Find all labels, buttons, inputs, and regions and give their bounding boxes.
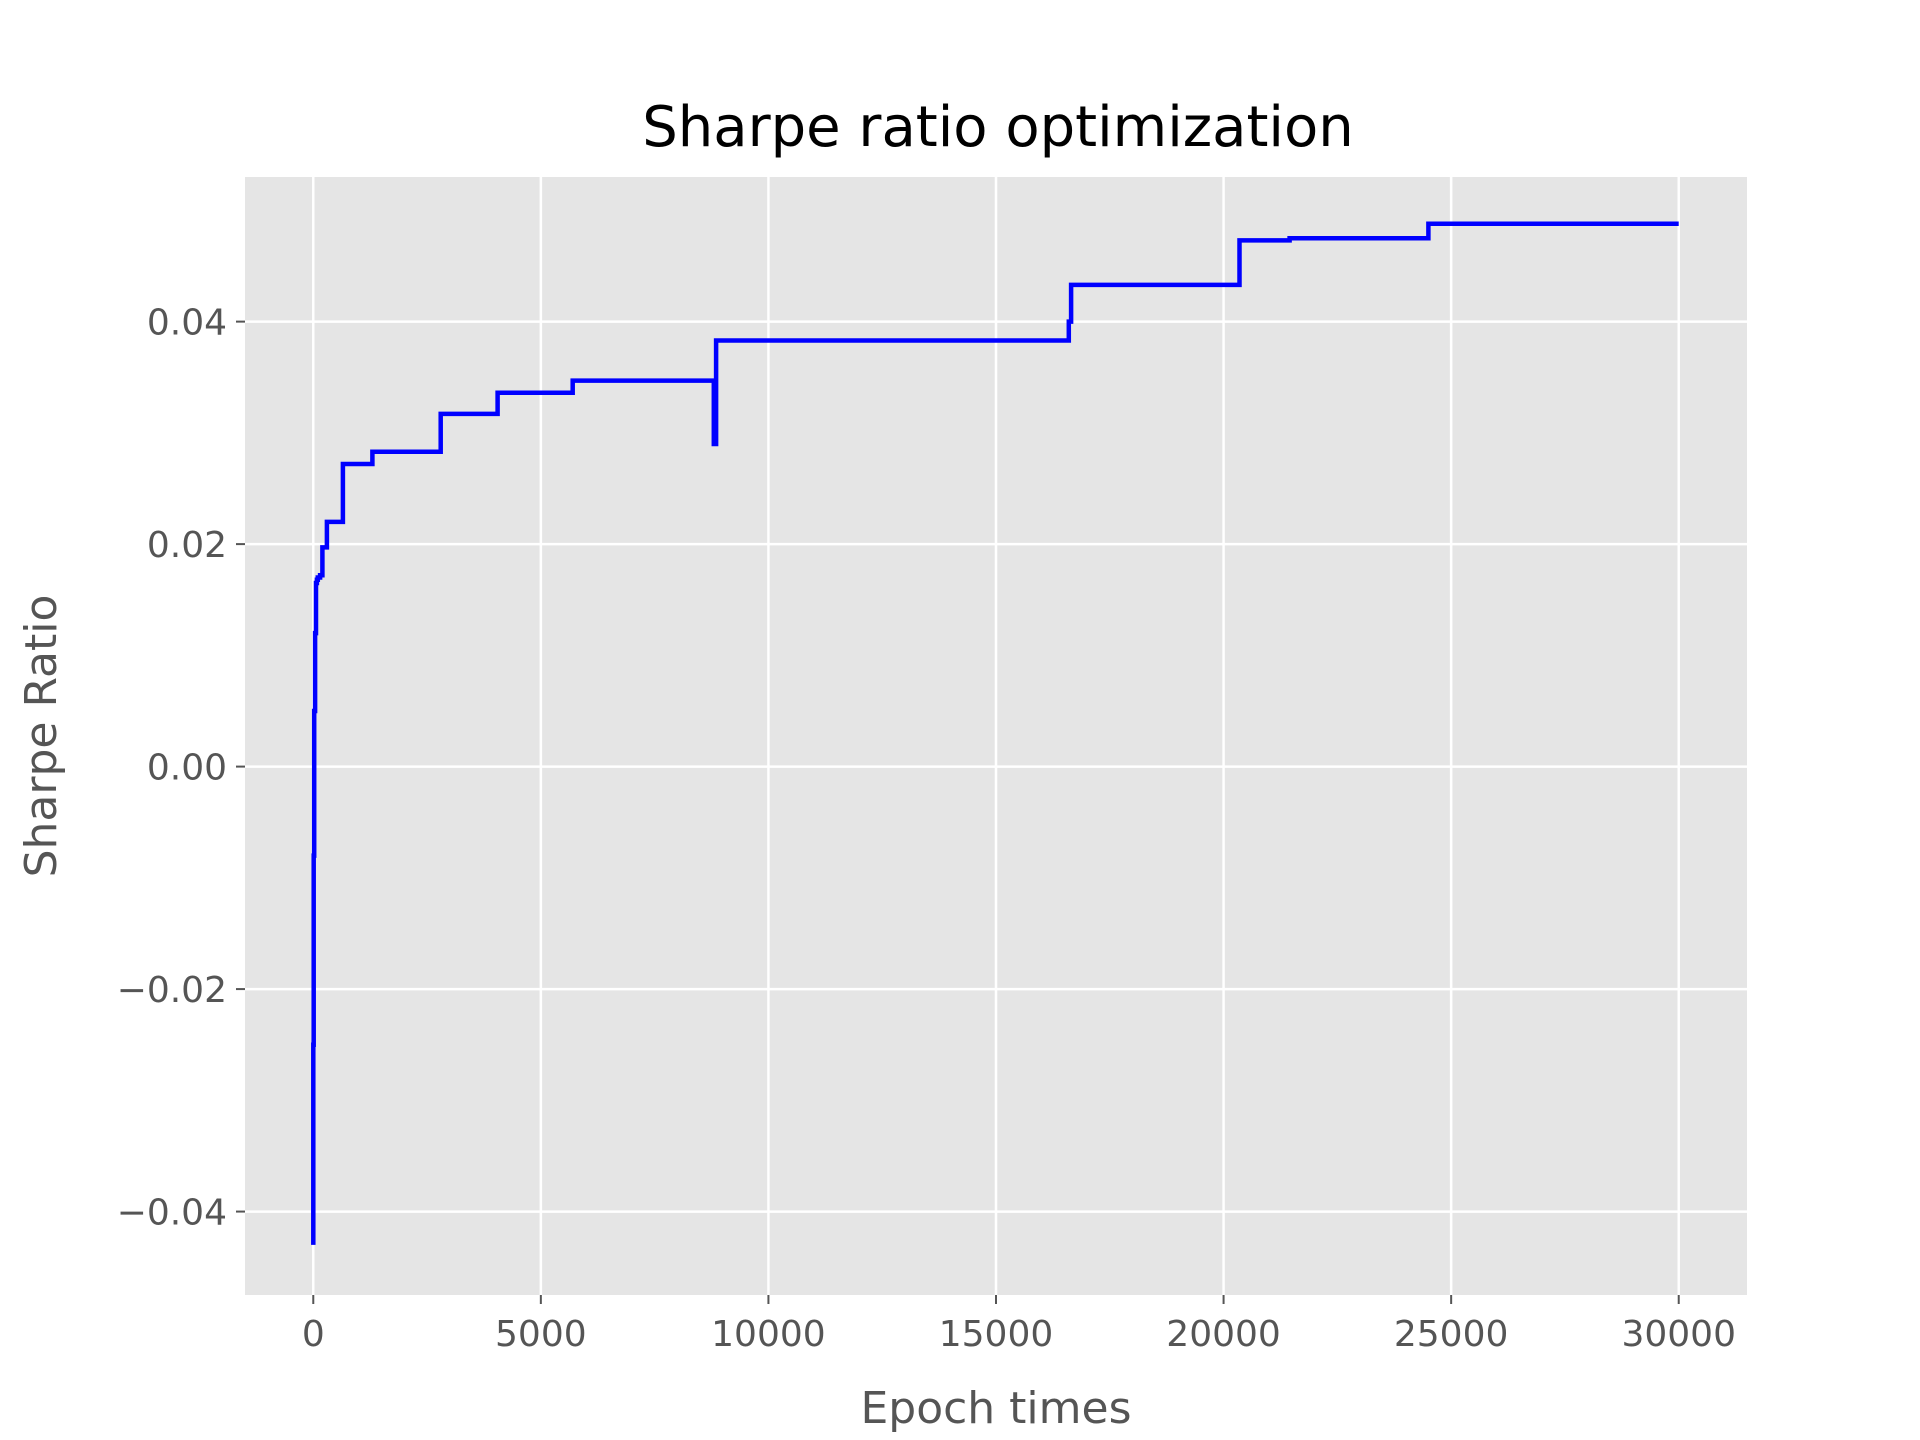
x-tick-label: 20000 — [1166, 1314, 1281, 1355]
grid-lines — [245, 177, 1747, 1295]
x-tick-label: 10000 — [711, 1314, 826, 1355]
y-axis-label: Sharpe Ratio — [16, 595, 67, 878]
x-axis-ticks: 0 5000 10000 15000 20000 25000 30000 — [302, 1295, 1736, 1355]
x-tick-label: 25000 — [1394, 1314, 1509, 1355]
y-axis-ticks: −0.04 −0.02 0.00 0.02 0.04 — [117, 303, 245, 1234]
series-group — [311, 221, 1679, 1245]
y-tick-label: 0.00 — [147, 748, 227, 789]
y-tick-label: 0.04 — [147, 303, 227, 344]
x-tick-label: 0 — [302, 1314, 325, 1355]
x-tick-label: 15000 — [939, 1314, 1054, 1355]
x-axis-label: Epoch times — [860, 1383, 1131, 1434]
chart-title: Sharpe ratio optimization — [642, 95, 1354, 160]
y-tick-label: 0.02 — [147, 525, 227, 566]
x-tick-label: 5000 — [495, 1314, 587, 1355]
y-tick-label: −0.02 — [117, 970, 227, 1011]
series-line-0 — [311, 221, 1679, 1245]
x-tick-label: 30000 — [1621, 1314, 1736, 1355]
y-tick-label: −0.04 — [117, 1193, 227, 1234]
